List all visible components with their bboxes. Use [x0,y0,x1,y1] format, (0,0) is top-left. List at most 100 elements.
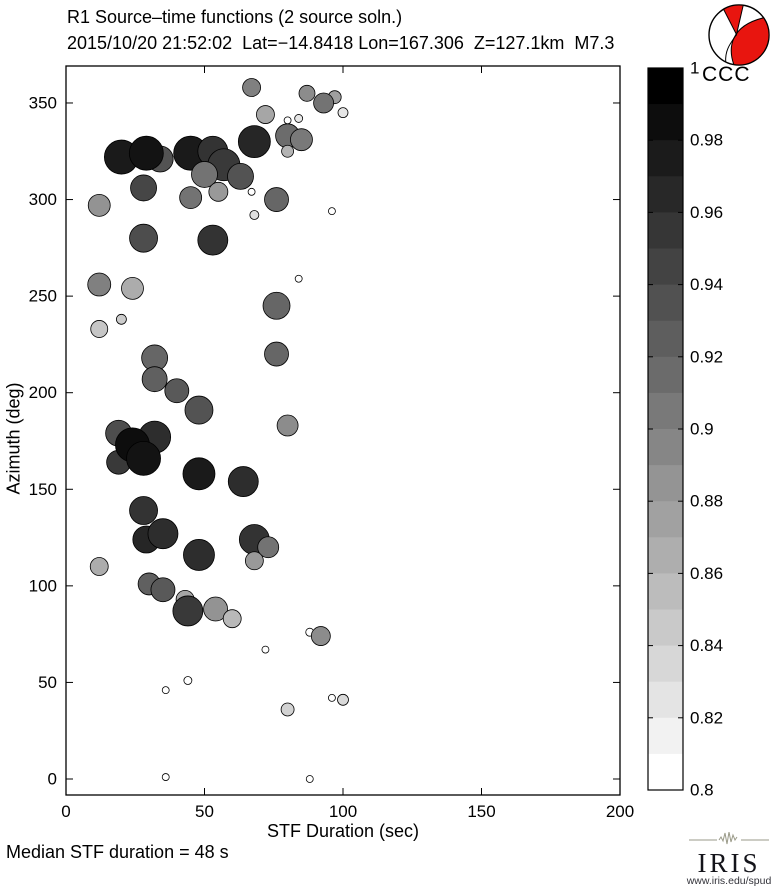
stf-point [87,272,112,297]
colorbar-segment [648,429,683,466]
stf-point [264,341,289,367]
colorbar-segment [648,248,683,286]
colorbar-segment [648,68,683,105]
stf-point [161,686,170,695]
stf-point [237,125,271,159]
beachball-nodal-line [725,34,737,62]
colorbar-segment [648,501,683,538]
colorbar-tick-label: 0.82 [690,708,723,727]
colorbar-tick-label: 0.86 [690,564,723,583]
stf-point [129,496,158,525]
y-tick-label: 250 [29,287,57,306]
colorbar-segment [648,284,683,322]
stf-point [227,162,254,190]
stf-point [249,210,260,220]
stf-point [262,291,291,320]
colorbar-segment [648,537,683,574]
y-tick-label: 150 [29,480,57,499]
stf-point [337,693,349,706]
stf-point [298,84,316,102]
seismogram-icon [689,831,769,845]
y-tick-label: 100 [29,576,57,595]
stf-point [337,107,349,119]
stf-point [164,378,190,404]
colorbar: 1 0.98 0.96 0.94 0.92 0.9 0.88 0.86 0.84 0.82 0.8 [647,59,723,800]
stf-point [328,207,336,216]
scatter-points [87,78,349,783]
colorbar-segment [648,573,683,611]
stf-point [294,274,303,283]
stf-point [281,144,295,158]
x-axis-label: STF Duration (sec) [266,821,420,841]
stf-point [126,440,161,476]
stf-point [310,626,331,646]
axis-ticks: 0 50 100 150 200 0 50 100 150 200 250 300 350 [29,66,634,821]
colorbar-tick-label: 0.88 [690,492,723,511]
colorbar-segment [648,717,683,755]
stf-point [128,135,164,171]
colorbar-segment [648,465,683,502]
stf-point [208,181,229,202]
stf-point [184,395,214,425]
plot-subtitle: 2015/10/20 21:52:02 Lat=−14.8418 Lon=167… [67,33,615,53]
x-tick-label: 150 [467,802,495,821]
colorbar-segment [648,212,683,250]
colorbar-segment [648,104,683,141]
plot-title: R1 Source–time functions (2 source soln.… [67,7,403,27]
stf-point [305,775,314,783]
colorbar-segment [648,356,683,394]
stf-point [242,78,261,97]
stf-point [197,224,229,256]
y-tick-label: 350 [29,93,57,112]
median-duration-note: Median STF duration = 48 s [6,842,229,862]
stf-point [264,187,289,212]
stf-point [313,92,335,114]
x-tick-label: 200 [606,802,634,821]
x-tick-label: 50 [195,802,214,821]
stf-point [328,693,336,702]
colorbar-tick-label: 0.96 [690,203,723,222]
colorbar-segment [648,753,683,791]
stf-point [179,186,203,210]
stf-point [141,366,168,393]
y-tick-label: 300 [29,190,57,209]
stf-point [172,595,204,627]
stf-point [256,105,275,124]
iris-logo-url: www.iris.edu/spud [686,875,772,887]
colorbar-segment [648,681,683,719]
colorbar-segment [648,320,683,358]
y-tick-label: 50 [38,673,57,692]
stf-point [147,518,179,550]
stf-point [161,773,170,781]
iris-logo-text: IRIS [697,848,761,878]
stf-point [191,161,218,188]
x-tick-label: 100 [329,802,357,821]
colorbar-tick-label: 0.94 [690,275,723,294]
colorbar-tick-label: 0.84 [690,636,723,655]
stf-point [294,114,304,123]
stf-point [227,466,259,497]
y-tick-label: 200 [29,383,57,402]
colorbar-title: CCC [702,63,751,86]
colorbar-segment [648,392,683,430]
stf-point [222,609,242,629]
stf-point [276,414,299,437]
iris-logo: IRIS www.iris.edu/spud [680,831,778,887]
colorbar-segment [648,645,683,683]
stf-point [129,223,158,253]
stf-point [203,596,228,622]
stf-point [150,577,176,603]
stf-point [261,645,270,654]
stf-point [182,457,216,491]
stf-point [257,536,280,559]
stf-point [89,557,109,576]
colorbar-tick-label: 0.8 [690,781,714,800]
stf-point [280,702,295,717]
stf-point [244,551,264,571]
focal-mechanism-beachball-icon [708,4,770,66]
colorbar-segment [648,176,683,213]
stf-point [290,128,313,152]
colorbar-tick-label: 1 [690,59,699,78]
